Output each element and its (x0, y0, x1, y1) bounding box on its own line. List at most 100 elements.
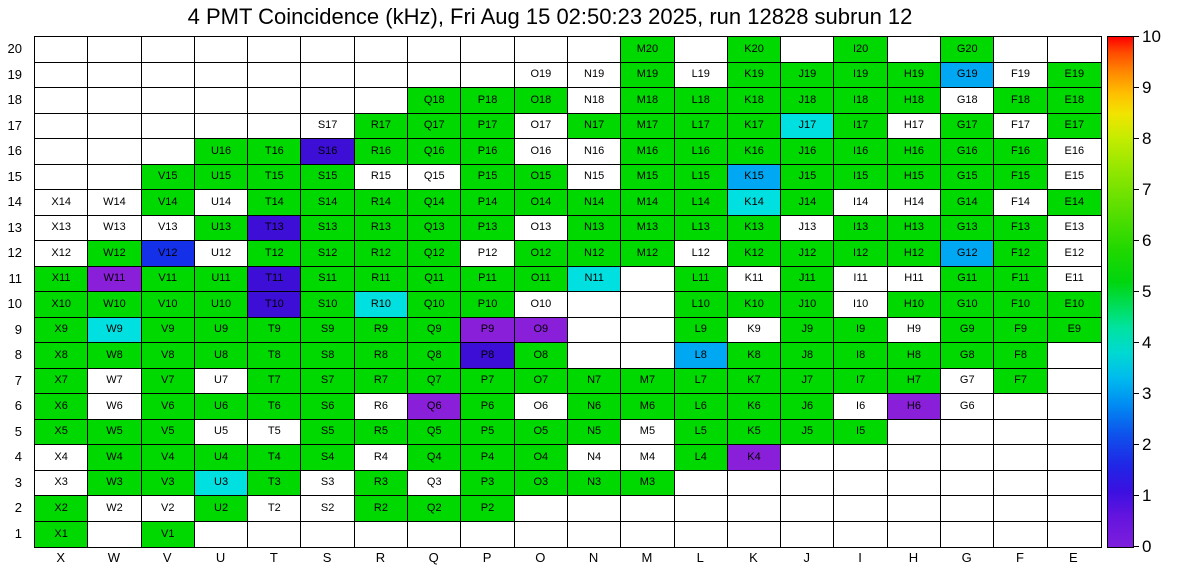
heatmap-cell: U2 (194, 496, 249, 522)
heatmap-cell: U13 (194, 215, 249, 241)
heatmap-cell: E19 (1047, 62, 1101, 88)
heatmap-cell (248, 37, 302, 63)
color-scale-tick (1133, 138, 1139, 139)
heatmap-cell: O5 (514, 419, 568, 445)
heatmap-cell (887, 419, 942, 445)
heatmap-cell: S17 (301, 113, 355, 139)
heatmap-cell: I11 (834, 266, 888, 292)
color-scale-tick-label: 4 (1142, 333, 1152, 352)
heatmap-cell: S2 (301, 496, 355, 522)
heatmap-cell: I7 (834, 368, 888, 394)
heatmap-cell: P10 (461, 292, 515, 318)
heatmap-cell (994, 521, 1048, 547)
heatmap-cell: R11 (354, 266, 409, 292)
heatmap-cell: Q4 (408, 445, 462, 471)
heatmap-cell: O18 (514, 88, 568, 114)
y-axis-label: 19 (7, 66, 22, 82)
heatmap-cell: O8 (514, 343, 568, 369)
color-scale-tick-label: 1 (1142, 486, 1152, 505)
heatmap-cell: U6 (194, 394, 249, 420)
heatmap-cell (887, 521, 942, 547)
heatmap-cell: L6 (674, 394, 728, 420)
heatmap-cell: K11 (727, 266, 782, 292)
heatmap-cell: F12 (994, 241, 1048, 267)
heatmap-cell: J9 (781, 317, 835, 343)
heatmap-cell: K5 (727, 419, 782, 445)
heatmap-cell: W11 (88, 266, 142, 292)
heatmap-cell: O7 (514, 368, 568, 394)
y-axis-label: 12 (7, 245, 22, 261)
heatmap-cell: S7 (301, 368, 355, 394)
heatmap-cell: F10 (994, 292, 1048, 318)
heatmap-cell: G6 (941, 394, 995, 420)
heatmap-cell: W2 (88, 496, 142, 522)
heatmap-cell: U10 (194, 292, 249, 318)
heatmap-cell: W9 (88, 317, 142, 343)
heatmap-cell: G19 (941, 62, 995, 88)
heatmap-cell: S11 (301, 266, 355, 292)
heatmap-cell (408, 62, 462, 88)
heatmap-cell (35, 164, 89, 190)
heatmap-cell: U8 (194, 343, 249, 369)
heatmap-cell: V9 (141, 317, 195, 343)
heatmap-cell: X12 (35, 241, 89, 267)
heatmap-cell: T13 (248, 215, 302, 241)
heatmap-cell: M5 (621, 419, 675, 445)
heatmap-cell: K19 (727, 62, 782, 88)
heatmap-cell: U7 (194, 368, 249, 394)
y-axis-label: 10 (7, 296, 22, 312)
heatmap-cell: O10 (514, 292, 568, 318)
heatmap-cell: M18 (621, 88, 675, 114)
heatmap-cell: I18 (834, 88, 888, 114)
x-axis-label: N (588, 550, 599, 565)
heatmap-cell: V2 (141, 496, 195, 522)
heatmap-cell: P9 (461, 317, 515, 343)
heatmap-cell: M7 (621, 368, 675, 394)
heatmap-cell (248, 521, 302, 547)
heatmap-cell (194, 113, 249, 139)
color-scale-tick (1133, 393, 1139, 394)
heatmap-cell (408, 37, 462, 63)
heatmap-cell: L13 (674, 215, 728, 241)
heatmap-cell (941, 521, 995, 547)
heatmap-cell: L18 (674, 88, 728, 114)
heatmap-cell: R6 (354, 394, 409, 420)
y-axis-label: 1 (14, 525, 22, 541)
heatmap-cell: M19 (621, 62, 675, 88)
heatmap-cell: M20 (621, 37, 675, 63)
heatmap-cell: Q18 (408, 88, 462, 114)
heatmap-cell: U15 (194, 164, 249, 190)
heatmap-cell (727, 521, 782, 547)
heatmap-cell: M13 (621, 215, 675, 241)
y-axis-label: 4 (14, 449, 22, 465)
heatmap-cell: J14 (781, 190, 835, 216)
color-scale-tick-label: 5 (1142, 282, 1152, 301)
heatmap-cell: H10 (887, 292, 942, 318)
heatmap-cell: K14 (727, 190, 782, 216)
heatmap-cell: X1 (35, 521, 89, 547)
heatmap-cell (941, 470, 995, 496)
heatmap-cell: E15 (1047, 164, 1101, 190)
heatmap-cell: H6 (887, 394, 942, 420)
heatmap-cell: E18 (1047, 88, 1101, 114)
heatmap-cell: V11 (141, 266, 195, 292)
heatmap-cell: I8 (834, 343, 888, 369)
y-axis-label: 6 (14, 398, 22, 414)
x-axis-label: X (56, 550, 65, 565)
heatmap-cell: P14 (461, 190, 515, 216)
heatmap-cell: G9 (941, 317, 995, 343)
heatmap-cell: V3 (141, 470, 195, 496)
heatmap-cell: L5 (674, 419, 728, 445)
heatmap-cell: T7 (248, 368, 302, 394)
heatmap-cell: I16 (834, 139, 888, 165)
heatmap-cell: L14 (674, 190, 728, 216)
heatmap-cell: P13 (461, 215, 515, 241)
heatmap-cell: N5 (567, 419, 622, 445)
heatmap-cell: F13 (994, 215, 1048, 241)
heatmap-cell (567, 317, 622, 343)
heatmap-cell (1047, 394, 1101, 420)
heatmap-cell: Q2 (408, 496, 462, 522)
x-axis-label: Q (428, 550, 439, 565)
heatmap-cell: P4 (461, 445, 515, 471)
